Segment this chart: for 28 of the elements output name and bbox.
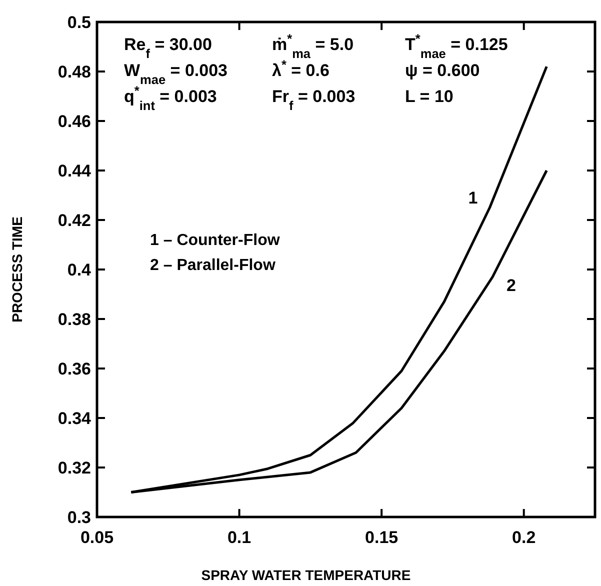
annotation: 1 – Counter-Flow (150, 232, 280, 249)
y-tick-label: 0.4 (67, 260, 92, 280)
y-tick-label: 0.44 (58, 162, 92, 180)
annotation: Fr$_{f}$ = 0.003 (272, 87, 356, 112)
series-label: 2 (506, 276, 516, 295)
y-axis-title: PROCESS TIME (9, 216, 25, 322)
y-tick-label: 0.46 (58, 112, 91, 131)
annotation: 2 – Parallel-Flow (150, 257, 276, 274)
y-tick-label: 0.38 (58, 310, 91, 329)
x-tick-label: 0.2 (512, 528, 536, 547)
annotation: L = 10 (405, 87, 454, 106)
y-tick-label: 0.36 (58, 360, 91, 378)
y-tick-label: 0.42 (58, 211, 91, 230)
x-tick-label: 0.15 (365, 528, 398, 547)
annotation: Re$_{f}$ = 30.00 (124, 35, 212, 60)
annotation: ṁ$^{*}$$_{ma}$ = 5.0 (272, 30, 354, 60)
annotation: ψ = 0.600 (405, 61, 480, 80)
annotation: W$_{mae}$ = 0.003 (124, 61, 228, 86)
x-axis-title: SPRAY WATER TEMPERATURE (201, 567, 411, 583)
annotation: T$^{*}$$_{mae}$ = 0.125 (405, 30, 508, 60)
y-tick-label: 0.3 (67, 508, 91, 527)
x-tick-label: 0.05 (80, 528, 114, 547)
y-tick-label: 0.48 (58, 62, 91, 82)
y-tick-label: 0.32 (58, 458, 91, 478)
y-tick-label: 0.5 (67, 13, 91, 32)
x-tick-label: 0.1 (227, 528, 252, 547)
y-tick-label: 0.34 (58, 409, 92, 428)
series-label: 1 (468, 188, 478, 208)
